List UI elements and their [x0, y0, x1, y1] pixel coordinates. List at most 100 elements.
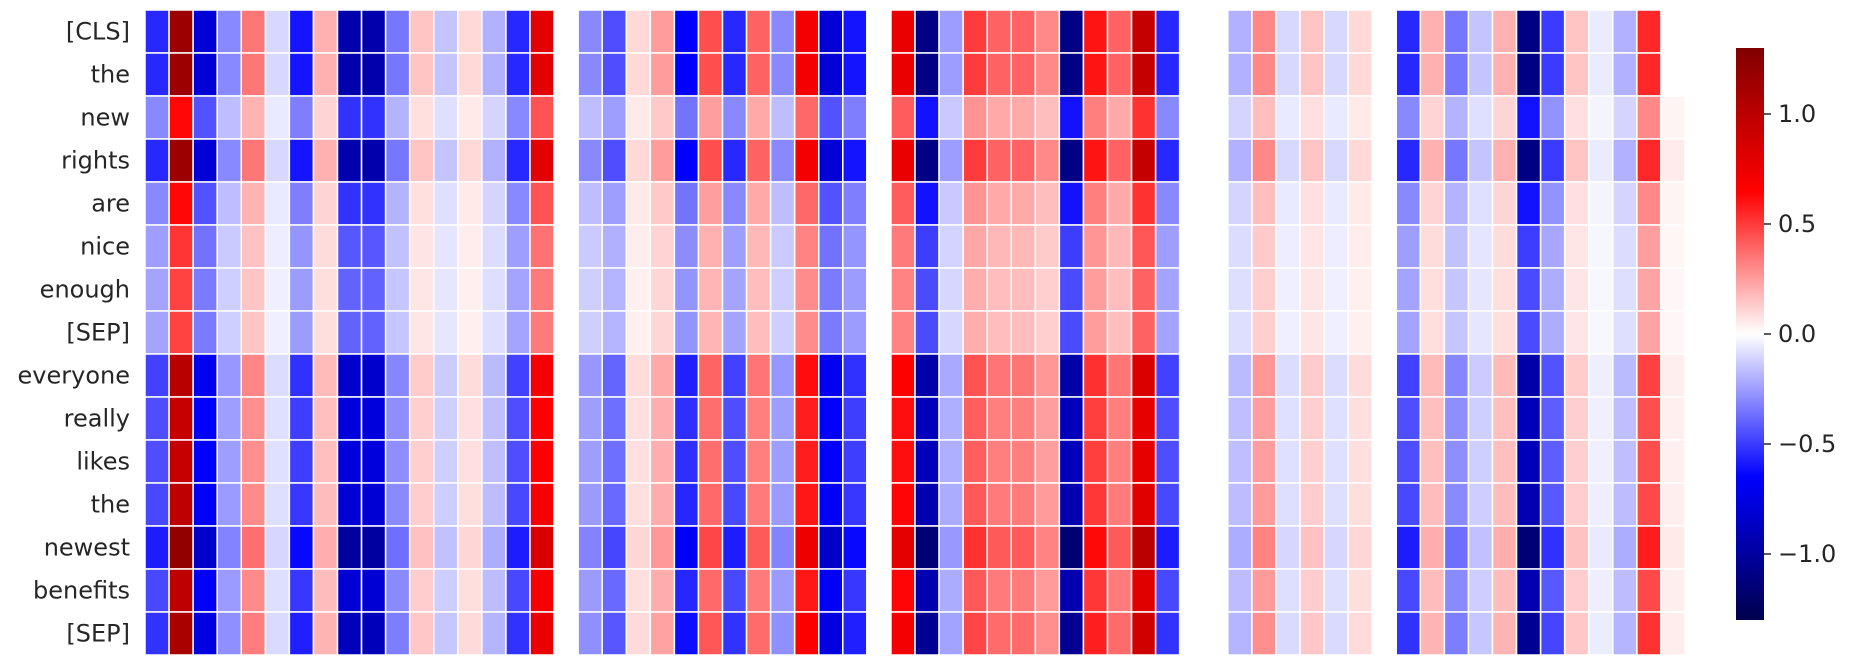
heatmap-cell — [1539, 439, 1566, 484]
heatmap-cell — [360, 353, 387, 398]
heatmap-cell — [625, 353, 652, 398]
row-label: everyone — [18, 362, 130, 390]
heatmap-cell — [433, 95, 459, 140]
heatmap-cell — [649, 353, 676, 398]
heatmap-cell — [1323, 396, 1349, 441]
heatmap-cell — [1058, 525, 1085, 570]
heatmap-cell — [818, 181, 844, 226]
heatmap-cell — [649, 439, 676, 484]
heatmap-cell — [1275, 353, 1301, 398]
heatmap-cell — [793, 181, 820, 226]
heatmap-cell — [842, 181, 868, 226]
heatmap-cell — [673, 95, 700, 140]
heatmap-cell — [384, 525, 411, 570]
heatmap-cell — [769, 439, 796, 484]
heatmap-cell — [577, 611, 603, 656]
heatmap-cell — [481, 353, 507, 398]
colorbar-tick-label: −1.0 — [1778, 540, 1836, 568]
heatmap-cell — [1082, 353, 1109, 398]
heatmap-cell — [986, 52, 1013, 97]
heatmap-cell — [144, 95, 170, 140]
heatmap-cell — [529, 310, 555, 355]
heatmap-cell — [1347, 482, 1373, 527]
row-label: the — [91, 61, 130, 89]
heatmap-cell — [1010, 224, 1037, 269]
heatmap-cell — [360, 525, 387, 570]
heatmap-cell — [721, 482, 748, 527]
row-label: likes — [76, 448, 130, 476]
heatmap-cell — [481, 95, 507, 140]
heatmap-cell — [192, 525, 218, 570]
heatmap-cell — [962, 310, 988, 355]
heatmap-cell — [1106, 95, 1133, 140]
heatmap-cell — [216, 611, 243, 656]
heatmap-cell — [1515, 138, 1542, 183]
heatmap-cell — [1515, 9, 1542, 54]
heatmap-cell — [433, 353, 459, 398]
heatmap-cell — [890, 611, 916, 656]
heatmap-cell — [240, 396, 267, 441]
heatmap-cell — [1491, 310, 1518, 355]
heatmap-cell — [1612, 525, 1638, 570]
heatmap-cell — [1178, 310, 1205, 355]
heatmap-cell — [288, 439, 315, 484]
heatmap-cell — [408, 224, 435, 269]
heatmap-cell — [1058, 482, 1085, 527]
heatmap-cell — [1034, 611, 1061, 656]
heatmap-cell — [553, 310, 579, 355]
heatmap-cell — [1154, 396, 1181, 441]
heatmap-cell — [1203, 353, 1229, 398]
heatmap-cell — [408, 310, 435, 355]
heatmap-cell — [360, 267, 387, 312]
heatmap-cell — [866, 353, 892, 398]
heatmap-cell — [914, 353, 940, 398]
heatmap-cell — [697, 396, 724, 441]
heatmap-cell — [1395, 353, 1422, 398]
heatmap-cell — [625, 224, 652, 269]
heatmap-cell — [866, 138, 892, 183]
heatmap-cell — [1082, 9, 1109, 54]
heatmap-cell — [1491, 611, 1518, 656]
heatmap-cell — [1588, 525, 1614, 570]
heatmap-cell — [866, 95, 892, 140]
heatmap-cell — [1419, 224, 1446, 269]
heatmap-cell — [1106, 267, 1133, 312]
heatmap-cell — [818, 267, 844, 312]
heatmap-cell — [986, 267, 1013, 312]
heatmap-cell — [1154, 95, 1181, 140]
heatmap-cell — [866, 482, 892, 527]
heatmap-cell — [360, 568, 387, 613]
heatmap-cell — [433, 9, 459, 54]
heatmap-cell — [505, 267, 531, 312]
heatmap-cell — [1636, 224, 1662, 269]
heatmap-cell — [673, 525, 700, 570]
heatmap-cell — [818, 224, 844, 269]
heatmap-cell — [264, 310, 291, 355]
heatmap-cell — [1419, 52, 1446, 97]
heatmap-cell — [1178, 95, 1205, 140]
heatmap-cell — [168, 396, 194, 441]
heatmap-cell — [1395, 525, 1422, 570]
heatmap-cell — [986, 611, 1013, 656]
heatmap-cell — [1539, 267, 1566, 312]
heatmap-cell — [433, 310, 459, 355]
heatmap-cell — [457, 267, 483, 312]
heatmap-cells — [144, 9, 1686, 656]
heatmap-cell — [288, 396, 315, 441]
heatmap-cell — [1588, 310, 1614, 355]
heatmap-cell — [1539, 224, 1566, 269]
heatmap-cell — [914, 525, 940, 570]
heatmap-cell — [721, 267, 748, 312]
heatmap-cell — [144, 224, 170, 269]
heatmap-cell — [168, 439, 194, 484]
heatmap-cell — [649, 611, 676, 656]
heatmap-cell — [1347, 525, 1373, 570]
heatmap-cell — [1660, 310, 1686, 355]
heatmap-cell — [433, 396, 459, 441]
heatmap-cell — [1371, 138, 1397, 183]
row-label: [SEP] — [66, 620, 130, 648]
heatmap-cell — [408, 611, 435, 656]
heatmap-cell — [1323, 138, 1349, 183]
heatmap-cell — [962, 439, 988, 484]
heatmap-cell — [1588, 353, 1614, 398]
